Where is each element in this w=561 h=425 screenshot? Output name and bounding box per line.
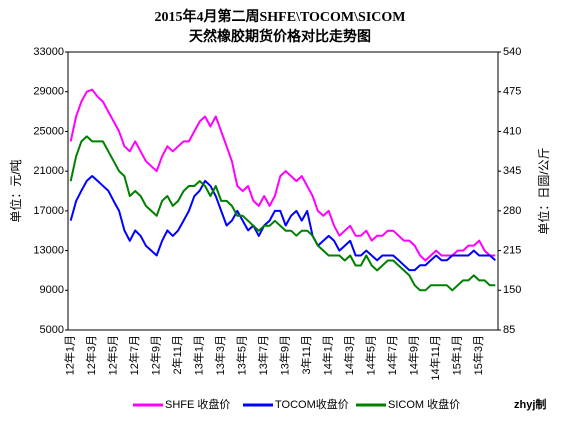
y-tick-label: 17000 [33, 205, 64, 217]
x-tick-label: 14年9月 [407, 335, 421, 375]
x-tick-label: 13年3月 [213, 335, 227, 375]
x-tick-label: 13年9月 [278, 335, 292, 375]
x-tick-label: 15年1月 [450, 335, 464, 375]
x-tick-label: 2年11月 [170, 335, 184, 375]
credit: zhyj制 [514, 397, 546, 411]
y-tick-label: 25000 [33, 125, 64, 137]
legend-label: SICOM 收盘价 [388, 397, 460, 411]
x-tick-label: 15年3月 [471, 335, 485, 375]
y2-tick-label: 540 [503, 46, 521, 58]
x-tick-label: 14年3月 [342, 335, 356, 375]
series-line [69, 175, 496, 272]
y-tick-label: 33000 [33, 46, 64, 58]
x-tick-label: 12年9月 [149, 335, 163, 375]
y-axis-title: 单位：元/吨 [8, 159, 23, 222]
y2-tick-label: 280 [503, 205, 521, 217]
x-tick-label: 13年1月 [192, 335, 206, 375]
x-tick-label: 12年3月 [84, 335, 98, 375]
y-tick-label: 13000 [33, 244, 64, 256]
x-tick-label: 14年1月 [321, 335, 335, 375]
y-tick-label: 21000 [33, 165, 64, 177]
x-tick-label: 13年7月 [256, 335, 270, 375]
x-tick-label: 13年5月 [235, 335, 249, 375]
x-tick-label: 12年7月 [127, 335, 141, 375]
y2-tick-label: 345 [503, 165, 521, 177]
y2-tick-label: 215 [503, 244, 521, 256]
x-tick-label: 14年11月 [428, 335, 442, 381]
series-line [69, 88, 496, 262]
chart-subtitle: 天然橡胶期货价格对比走势图 [189, 28, 371, 45]
y2-tick-label: 475 [503, 86, 521, 98]
x-tick-label: 12年5月 [106, 335, 120, 375]
x-tick-label: 14年5月 [364, 335, 378, 375]
legend-label: SHFE 收盘价 [165, 397, 230, 411]
y-tick-label: 9000 [40, 284, 64, 296]
x-tick-label: 14年7月 [385, 335, 399, 375]
series-line [69, 135, 496, 292]
y2-axis-title: 单位：日圆/公斤 [536, 147, 551, 234]
legend-label: TOCOM收盘价 [275, 397, 349, 411]
x-tick-label: 12年1月 [63, 335, 77, 375]
chart-title: 2015年4月第二周SHFE\TOCOM\SICOM [155, 8, 406, 25]
x-tick-label: 3年11月 [299, 335, 313, 375]
y-tick-label: 29000 [33, 86, 64, 98]
y2-tick-label: 150 [503, 284, 521, 296]
y2-tick-label: 410 [503, 125, 521, 137]
y2-tick-label: 85 [503, 324, 515, 336]
y-tick-label: 5000 [40, 324, 64, 336]
plot-frame [67, 51, 499, 331]
